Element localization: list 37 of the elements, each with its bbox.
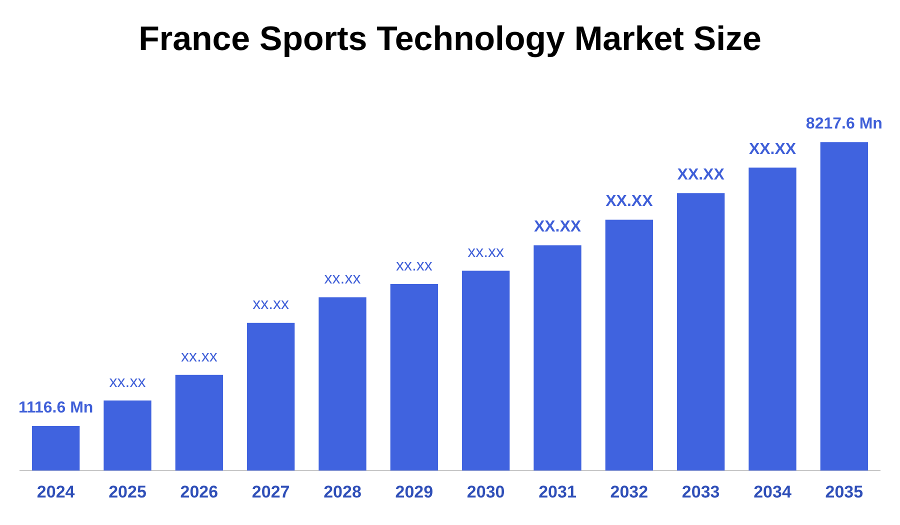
data-label: XX.XX bbox=[534, 218, 582, 236]
x-tick-label: 2026 bbox=[180, 482, 218, 502]
x-tick-label: 2029 bbox=[395, 482, 434, 502]
bar bbox=[677, 193, 725, 471]
x-tick-label: 2027 bbox=[252, 482, 290, 502]
bar bbox=[748, 168, 796, 471]
data-label: xx.xx bbox=[468, 244, 504, 262]
data-label: XX.XX bbox=[748, 141, 796, 158]
data-label: xx.xx bbox=[324, 270, 361, 288]
x-tick-label: 2035 bbox=[825, 482, 864, 502]
x-tick-label: 2024 bbox=[36, 482, 76, 502]
chart-title: France Sports Technology Market Size bbox=[138, 20, 762, 58]
x-tick-label: 2030 bbox=[466, 482, 505, 502]
data-label: XX.XX bbox=[677, 166, 725, 184]
bar bbox=[534, 245, 582, 471]
x-tick-label: 2031 bbox=[538, 482, 576, 502]
data-label: xx.xx bbox=[109, 374, 146, 391]
bar bbox=[32, 426, 80, 471]
bar bbox=[605, 220, 653, 471]
bar bbox=[462, 270, 510, 471]
x-tick-label: 2025 bbox=[108, 482, 146, 502]
x-tick-label: 2032 bbox=[610, 482, 648, 502]
data-label: xx.xx bbox=[396, 257, 432, 274]
x-tick-label: 2028 bbox=[324, 482, 362, 502]
bar bbox=[820, 142, 868, 471]
data-label: 1116.6 Mn bbox=[18, 399, 94, 416]
bar bbox=[104, 400, 152, 471]
data-label: xx.xx bbox=[252, 296, 290, 314]
x-tick-label: 2033 bbox=[682, 482, 720, 502]
bar bbox=[390, 284, 438, 471]
data-label: xx.xx bbox=[180, 348, 218, 366]
data-label: XX.XX bbox=[606, 193, 654, 210]
bar bbox=[318, 297, 366, 471]
bar bbox=[175, 374, 223, 471]
bar bbox=[247, 322, 295, 471]
x-tick-label: 2034 bbox=[754, 482, 792, 502]
data-label: 8217.6 Mn bbox=[806, 115, 882, 132]
